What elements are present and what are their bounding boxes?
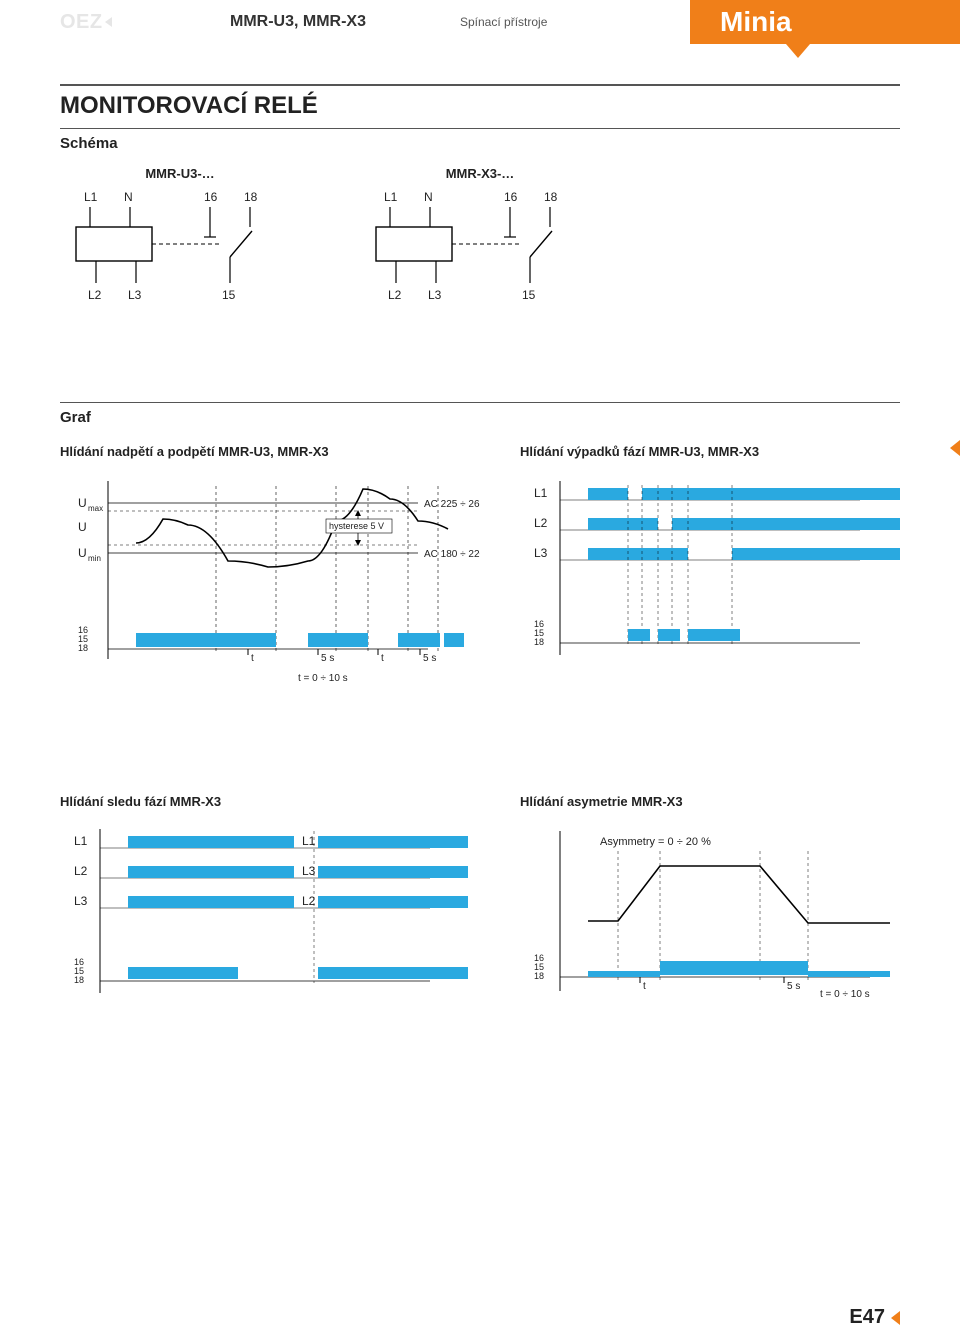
svg-text:U: U <box>78 520 87 534</box>
side-marker-icon <box>950 440 960 456</box>
svg-text:L2: L2 <box>534 516 548 530</box>
svg-text:L2: L2 <box>302 894 316 908</box>
svg-text:t: t <box>251 653 254 664</box>
svg-text:18: 18 <box>534 637 544 647</box>
logo-text: OEZ <box>60 11 103 34</box>
chart-row-1: Hlídání nadpětí a podpětí MMR-U3, MMR-X3… <box>60 444 900 706</box>
footer-triangle-icon <box>891 1311 900 1325</box>
svg-text:18: 18 <box>544 190 558 204</box>
schematic-right-title: MMR-X3-… <box>360 166 600 181</box>
page-number: E47 <box>849 1306 885 1329</box>
section-rule-graf <box>60 402 900 403</box>
svg-text:L3: L3 <box>302 864 316 878</box>
svg-text:N: N <box>424 190 433 204</box>
svg-text:L1: L1 <box>302 834 316 848</box>
svg-text:L3: L3 <box>74 894 88 908</box>
svg-text:5 s: 5 s <box>423 653 436 664</box>
page-footer: E47 <box>849 1306 900 1329</box>
category-label: Spínací přístroje <box>460 0 690 44</box>
svg-text:L1: L1 <box>84 190 98 204</box>
chart2-svg: L1L2L3161518 <box>520 471 900 681</box>
svg-text:min: min <box>88 554 101 563</box>
svg-text:15: 15 <box>522 288 536 302</box>
schematic-left-title: MMR-U3-… <box>60 166 300 181</box>
chart4-col: Hlídání asymetrie MMR-X3 Asymmetry = 0 ÷… <box>520 794 900 1026</box>
chart2-title: Hlídání výpadků fází MMR-U3, MMR-X3 <box>520 444 900 459</box>
chart1-svg: UmaxUUminAC 225 ÷ 265 VAC 180 ÷ 220 Vhys… <box>60 471 480 701</box>
svg-text:5 s: 5 s <box>787 981 800 992</box>
brand-pointer-icon <box>786 44 810 58</box>
svg-text:L1: L1 <box>384 190 398 204</box>
svg-text:18: 18 <box>74 975 84 985</box>
svg-text:L3: L3 <box>128 288 142 302</box>
svg-text:U: U <box>78 546 87 560</box>
section-heading-graf: Graf <box>60 409 900 426</box>
svg-text:L2: L2 <box>388 288 402 302</box>
page-title: MONITOROVACÍ RELÉ <box>60 92 900 120</box>
svg-text:18: 18 <box>78 643 88 653</box>
schematic-right-svg: L1 N 16 18 L2 L3 15 <box>360 187 600 317</box>
logo: OEZ <box>0 0 230 44</box>
schematic-right: MMR-X3-… L1 N 16 18 L2 L3 15 <box>360 166 600 322</box>
svg-text:18: 18 <box>534 971 544 981</box>
schematic-left: MMR-U3-… L1 N 16 18 L2 L3 15 <box>60 166 300 322</box>
svg-text:Asymmetry = 0 ÷ 20 %: Asymmetry = 0 ÷ 20 % <box>600 836 711 848</box>
svg-text:U: U <box>78 496 87 510</box>
svg-text:L2: L2 <box>74 864 88 878</box>
svg-text:18: 18 <box>244 190 258 204</box>
chart2-col: Hlídání výpadků fází MMR-U3, MMR-X3 L1 L2… <box>520 444 900 706</box>
logo-triangle-icon <box>105 17 112 27</box>
svg-text:L3: L3 <box>428 288 442 302</box>
svg-text:16: 16 <box>204 190 218 204</box>
svg-text:t = 0 ÷ 10 s: t = 0 ÷ 10 s <box>298 673 348 684</box>
chart3-title: Hlídání sledu fází MMR-X3 <box>60 794 480 809</box>
svg-text:L1: L1 <box>534 486 548 500</box>
chart1-title: Hlídání nadpětí a podpětí MMR-U3, MMR-X3 <box>60 444 480 459</box>
chart3-col: Hlídání sledu fází MMR-X3 L1L1L2L3L3L216… <box>60 794 480 1026</box>
svg-text:t: t <box>643 981 646 992</box>
svg-text:L3: L3 <box>534 546 548 560</box>
svg-text:L1: L1 <box>74 834 88 848</box>
svg-text:L2: L2 <box>88 288 102 302</box>
title-rule <box>60 84 900 86</box>
svg-text:5 s: 5 s <box>321 653 334 664</box>
svg-text:N: N <box>124 190 133 204</box>
svg-text:16: 16 <box>504 190 518 204</box>
chart-row-2: Hlídání sledu fází MMR-X3 L1L1L2L3L3L216… <box>60 794 900 1026</box>
chart3-svg: L1L1L2L3L3L2161518 <box>60 821 480 1011</box>
svg-text:hysterese 5 V: hysterese 5 V <box>329 521 384 531</box>
svg-text:max: max <box>88 504 103 513</box>
chart4-title: Hlídání asymetrie MMR-X3 <box>520 794 900 809</box>
model-code: MMR-U3, MMR-X3 <box>230 0 460 44</box>
svg-text:t: t <box>381 653 384 664</box>
chart4-svg: Asymmetry = 0 ÷ 20 %161518t5 st = 0 ÷ 10… <box>520 821 900 1021</box>
svg-text:AC 180 ÷ 220 V: AC 180 ÷ 220 V <box>424 549 480 560</box>
chart1-col: Hlídání nadpětí a podpětí MMR-U3, MMR-X3… <box>60 444 480 706</box>
svg-text:AC 225 ÷ 265 V: AC 225 ÷ 265 V <box>424 499 480 510</box>
section-heading-schema: Schéma <box>60 135 900 152</box>
section-rule-schema <box>60 128 900 129</box>
schematic-left-svg: L1 N 16 18 L2 L3 15 <box>60 187 300 317</box>
svg-text:t = 0 ÷ 10 s: t = 0 ÷ 10 s <box>820 989 870 1000</box>
svg-text:15: 15 <box>222 288 236 302</box>
brand-badge: Minia <box>690 0 960 44</box>
page-header: OEZ MMR-U3, MMR-X3 Spínací přístroje Min… <box>0 0 960 44</box>
schematic-row: MMR-U3-… L1N1618L2L315 MMR-X3-… L1N1618L… <box>60 166 900 322</box>
